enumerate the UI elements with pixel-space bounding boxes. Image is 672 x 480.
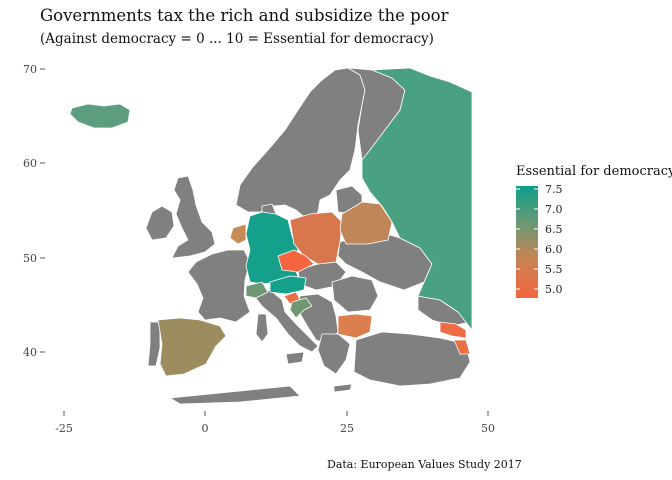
y-tick-label: 70 xyxy=(23,63,37,76)
legend-tick-label: 5.5 xyxy=(545,263,563,276)
greece xyxy=(317,333,351,375)
romania-moldova xyxy=(331,275,379,313)
region-russia xyxy=(361,67,473,331)
chart-title: Governments tax the rich and subsidize t… xyxy=(40,6,449,25)
x-tick-label: 0 xyxy=(202,422,209,435)
united-kingdom xyxy=(171,175,216,259)
region-belarus xyxy=(339,201,393,245)
chart-caption: Data: European Values Study 2017 xyxy=(327,458,522,471)
axis-ticks: -25 0 25 50 40 50 60 70 xyxy=(23,63,495,435)
region-czechia xyxy=(277,249,315,273)
x-tick-label: 50 xyxy=(481,422,495,435)
y-tick-label: 50 xyxy=(23,252,37,265)
chart-subtitle: (Against democracy = 0 ... 10 = Essentia… xyxy=(40,31,434,47)
y-tick-label: 60 xyxy=(23,157,37,170)
legend-tick-label: 5.0 xyxy=(545,283,563,296)
legend-tick-label: 7.0 xyxy=(545,203,563,216)
ireland xyxy=(145,205,175,241)
turkey xyxy=(353,331,471,387)
norway-sweden-finland xyxy=(235,67,366,221)
legend-tick-label: 7.5 xyxy=(545,183,563,196)
region-croatia xyxy=(289,297,313,319)
region-netherlands xyxy=(229,223,247,245)
italy xyxy=(253,289,319,353)
region-switzerland xyxy=(245,281,269,299)
region-poland xyxy=(289,211,343,265)
region-armenia xyxy=(453,339,471,355)
legend-tick-label: 6.5 xyxy=(545,223,563,236)
region-bulgaria xyxy=(337,313,373,339)
cyprus-crete xyxy=(333,383,353,393)
legend-gradient xyxy=(516,186,538,298)
region-austria xyxy=(269,275,307,295)
sicily xyxy=(285,351,305,365)
portugal xyxy=(147,321,161,367)
legend-title: Essential for democracy xyxy=(516,164,672,179)
north-africa-edge xyxy=(169,385,301,405)
region-georgia xyxy=(439,321,467,339)
legend-colorbar xyxy=(516,186,538,298)
y-tick-label: 40 xyxy=(23,346,37,359)
region-iceland xyxy=(69,103,131,129)
france-benelux xyxy=(187,249,251,323)
region-spain xyxy=(157,317,227,377)
legend-tick-label: 6.0 xyxy=(545,243,563,256)
x-tick-label: 25 xyxy=(340,422,354,435)
x-tick-label: -25 xyxy=(55,422,73,435)
sardinia-corsica xyxy=(255,313,269,343)
